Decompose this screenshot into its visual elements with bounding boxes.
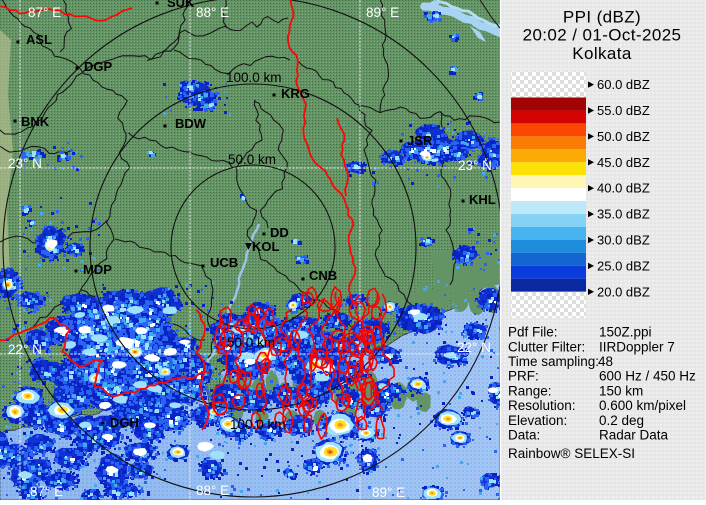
svg-text:CNB: CNB [309,268,337,283]
svg-text:PRF:: PRF: [508,369,539,384]
svg-text:35.0 dBZ: 35.0 dBZ [597,207,650,222]
svg-text:20.0 dBZ: 20.0 dBZ [597,284,650,299]
svg-text:Kolkata: Kolkata [572,44,632,63]
svg-text:Rainbow® SELEX-SI: Rainbow® SELEX-SI [508,446,635,461]
svg-text:45.0 dBZ: 45.0 dBZ [597,155,650,170]
svg-text:23° N: 23° N [458,158,492,173]
svg-text:150Z.ppi: 150Z.ppi [599,325,652,340]
svg-text:JSR: JSR [407,133,433,148]
svg-text:SUK: SUK [167,0,195,10]
svg-text:Range:: Range: [508,383,552,398]
svg-text:89° E: 89° E [366,5,399,20]
svg-text:Clutter Filter:: Clutter Filter: [508,339,585,354]
svg-text:BNK: BNK [21,114,50,129]
svg-text:87° E: 87° E [28,5,61,20]
svg-text:55.0 dBZ: 55.0 dBZ [597,103,650,118]
svg-text:88° E: 88° E [196,5,229,20]
svg-text:40.0 dBZ: 40.0 dBZ [597,181,650,196]
svg-text:0.600 km/pixel: 0.600 km/pixel [599,398,686,413]
svg-text:0.2 deg: 0.2 deg [599,413,644,428]
svg-text:88° E: 88° E [196,483,229,498]
svg-text:KOL: KOL [252,239,280,254]
svg-text:UCB: UCB [210,255,238,270]
svg-text:Elevation:: Elevation: [508,413,567,428]
svg-text:22° N: 22° N [8,342,42,357]
svg-text:KHL: KHL [469,192,496,207]
svg-text:Resolution:: Resolution: [508,398,576,413]
svg-text:MDP: MDP [83,262,112,277]
svg-text:Data:: Data: [508,428,540,443]
svg-text:BDW: BDW [175,116,207,131]
svg-text:89° E: 89° E [372,485,405,500]
svg-text:50.0 dBZ: 50.0 dBZ [597,129,650,144]
svg-text:50.0 km: 50.0 km [227,335,275,350]
svg-text:DGP: DGP [84,59,113,74]
svg-text:22° N: 22° N [457,340,491,355]
svg-text:Pdf File:: Pdf File: [508,325,558,340]
svg-text:25.0 dBZ: 25.0 dBZ [597,258,650,273]
svg-text:KRG: KRG [281,86,310,101]
svg-text:23° N: 23° N [8,156,42,171]
svg-text:IIRDoppler 7: IIRDoppler 7 [599,339,675,354]
svg-text:DGH: DGH [110,415,139,430]
svg-text:100.0 km: 100.0 km [230,417,286,432]
svg-text:ASL: ASL [26,32,52,47]
svg-text:87° E: 87° E [30,484,63,499]
svg-text:60.0 dBZ: 60.0 dBZ [597,77,650,92]
svg-text:Time sampling:: Time sampling: [508,354,599,369]
svg-text:100.0 km: 100.0 km [226,70,282,85]
svg-text:50.0 km: 50.0 km [228,152,276,167]
svg-text:600 Hz / 450 Hz: 600 Hz / 450 Hz [599,369,696,384]
svg-text:30.0 dBZ: 30.0 dBZ [597,233,650,248]
svg-text:Radar Data: Radar Data [599,428,669,443]
svg-text:20:02 / 01-Oct-2025: 20:02 / 01-Oct-2025 [523,26,682,45]
svg-text:PPI (dBZ): PPI (dBZ) [563,8,641,27]
svg-text:150 km: 150 km [599,383,643,398]
svg-text:48: 48 [598,354,613,369]
svg-text:DD: DD [270,225,289,240]
